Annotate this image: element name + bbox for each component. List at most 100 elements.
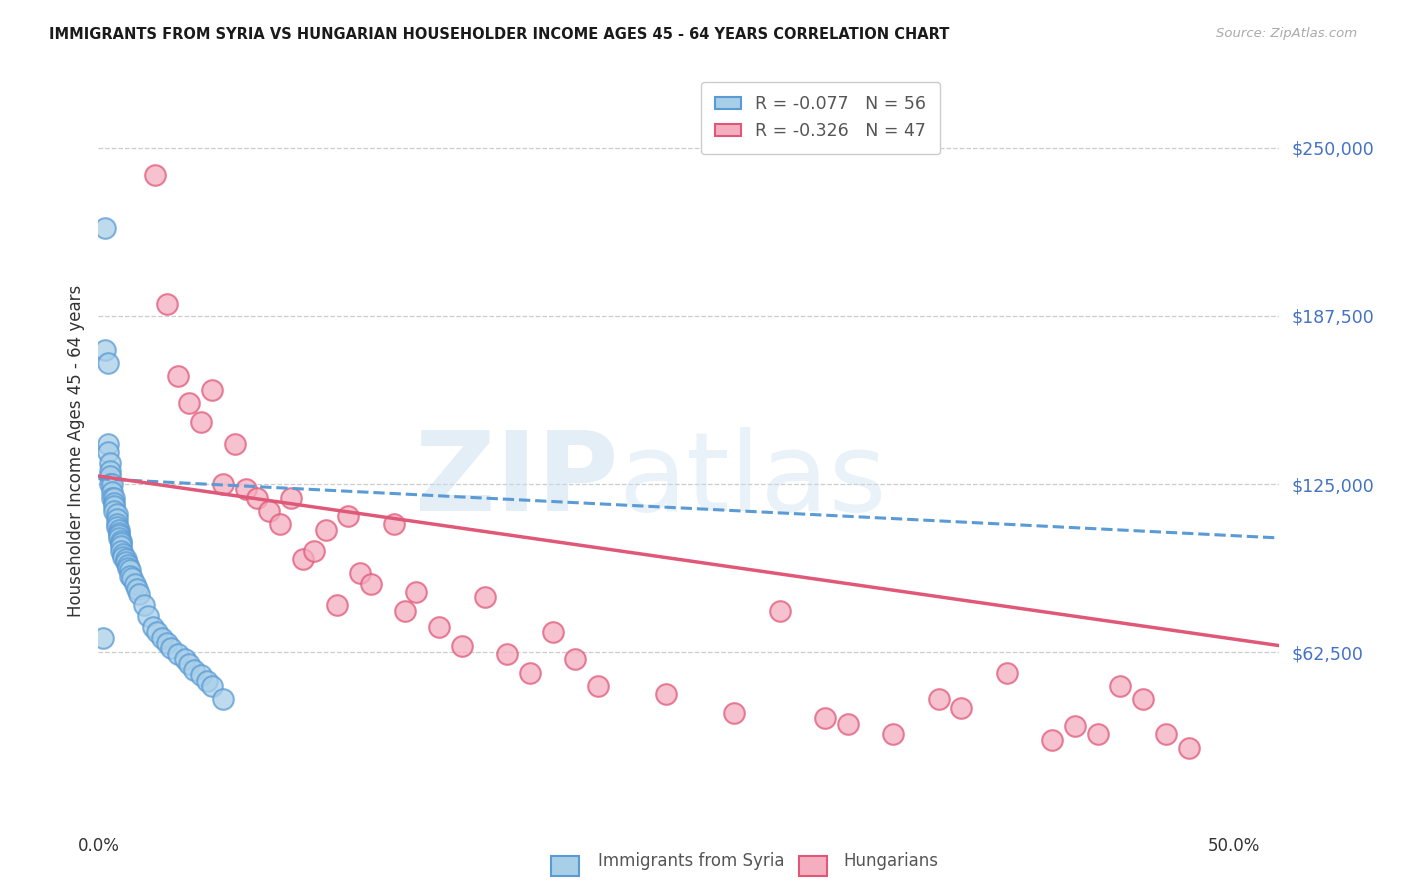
Point (1087, 727, 1109, 741)
Point (197, 673, 219, 688)
Point (769, 604, 792, 618)
Point (269, 517, 291, 532)
Point (201, 679, 224, 693)
Text: Immigrants from Syria: Immigrants from Syria (598, 852, 785, 870)
Point (519, 665, 541, 680)
Point (98, 456, 121, 470)
Point (114, 552, 136, 566)
Point (190, 415, 212, 429)
Point (150, 631, 173, 645)
Point (112, 549, 135, 564)
Point (246, 491, 269, 505)
Point (1177, 741, 1199, 756)
Point (103, 499, 125, 513)
Y-axis label: Householder Income Ages 45 - 64 years: Householder Income Ages 45 - 64 years (66, 285, 84, 616)
Point (995, 665, 1018, 680)
Point (101, 491, 124, 505)
Point (280, 491, 302, 505)
Point (105, 507, 128, 521)
Point (474, 590, 496, 604)
Point (814, 711, 837, 725)
Point (96, 436, 118, 450)
Point (96, 356, 118, 370)
Point (179, 657, 201, 672)
Point (146, 625, 169, 640)
Point (723, 706, 745, 720)
Point (125, 582, 148, 596)
Text: Source: ZipAtlas.com: Source: ZipAtlas.com (1216, 27, 1357, 40)
Point (120, 568, 142, 582)
Text: Hungarians: Hungarians (844, 852, 939, 870)
Point (224, 436, 246, 450)
Point (103, 496, 125, 510)
Point (190, 668, 212, 682)
Point (110, 536, 132, 550)
Point (101, 485, 124, 500)
Point (1064, 719, 1087, 733)
Point (167, 647, 190, 661)
Point (1132, 692, 1154, 706)
Point (105, 520, 128, 534)
Point (337, 509, 360, 524)
Point (349, 566, 371, 580)
Point (98, 464, 121, 478)
Point (235, 483, 257, 497)
Point (114, 555, 136, 569)
Point (179, 396, 201, 410)
Point (155, 636, 177, 650)
Text: ZIP: ZIP (415, 426, 619, 533)
Point (382, 517, 405, 532)
Point (302, 544, 325, 558)
Point (108, 523, 131, 537)
Text: atlas: atlas (619, 426, 887, 533)
Point (124, 576, 146, 591)
Point (1040, 732, 1063, 747)
Point (541, 625, 564, 640)
Point (160, 641, 183, 656)
Point (132, 599, 155, 613)
Point (837, 716, 859, 731)
Point (117, 560, 139, 574)
Point (103, 491, 125, 505)
Point (326, 599, 349, 613)
Point (117, 558, 139, 572)
Text: IMMIGRANTS FROM SYRIA VS HUNGARIAN HOUSEHOLDER INCOME AGES 45 - 64 YEARS CORRELA: IMMIGRANTS FROM SYRIA VS HUNGARIAN HOUSE… (49, 27, 949, 42)
Point (105, 517, 128, 532)
Point (405, 584, 427, 599)
Point (291, 552, 314, 566)
Point (360, 576, 382, 591)
Point (394, 604, 416, 618)
Point (101, 477, 124, 491)
Point (128, 587, 150, 601)
Point (98, 477, 121, 491)
Point (1109, 679, 1132, 693)
Point (98, 469, 121, 483)
Point (143, 168, 166, 182)
Legend: R = -0.077   N = 56, R = -0.326   N = 47: R = -0.077 N = 56, R = -0.326 N = 47 (702, 81, 941, 154)
Point (112, 547, 135, 561)
Point (183, 663, 205, 677)
Point (103, 504, 125, 518)
Point (120, 563, 142, 577)
Point (105, 512, 128, 526)
Point (110, 533, 132, 548)
Point (142, 620, 165, 634)
Point (928, 692, 950, 706)
Point (212, 477, 235, 491)
Point (155, 297, 177, 311)
Point (564, 652, 586, 666)
Point (108, 525, 131, 540)
Point (496, 647, 519, 661)
Point (655, 687, 678, 701)
Point (94, 343, 117, 357)
Point (173, 652, 195, 666)
Point (257, 504, 280, 518)
Point (950, 700, 973, 714)
Point (94, 221, 117, 235)
Point (91, 631, 114, 645)
Point (110, 539, 132, 553)
Point (167, 369, 190, 384)
Point (108, 531, 131, 545)
Point (212, 692, 235, 706)
Point (121, 571, 143, 585)
